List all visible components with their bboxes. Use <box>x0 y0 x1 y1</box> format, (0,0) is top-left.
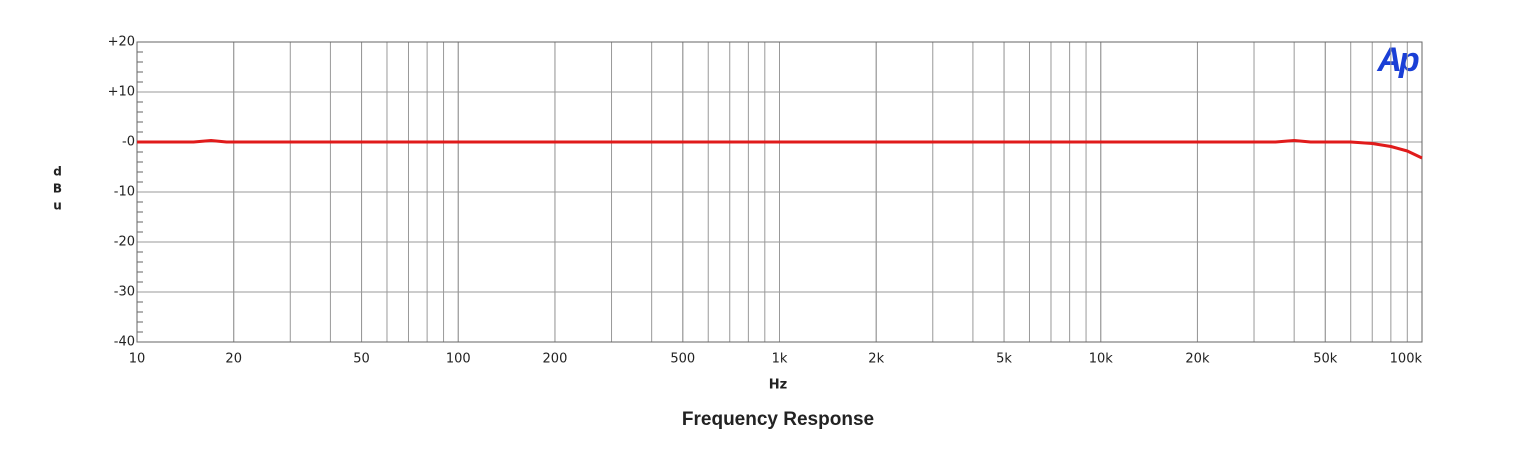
x-tick-label: 10k <box>1089 352 1114 367</box>
x-tick-label: 50 <box>353 352 370 367</box>
y-tick-label: -30 <box>114 285 135 300</box>
y-axis-label: dBu <box>51 165 65 216</box>
x-tick-label: 5k <box>996 352 1012 367</box>
y-tick-label: +20 <box>108 35 135 50</box>
x-tick-label: 2k <box>868 352 884 367</box>
x-tick-label: 20 <box>225 352 242 367</box>
y-tick-label: -10 <box>114 185 135 200</box>
y-tick-label: -20 <box>114 235 135 250</box>
x-tick-label: 10 <box>129 352 146 367</box>
y-tick-label: +10 <box>108 85 135 100</box>
x-tick-label: 20k <box>1185 352 1210 367</box>
plot-frame <box>136 41 1423 343</box>
x-tick-label: 100k <box>1390 352 1423 367</box>
logo: Ap <box>1376 41 1419 79</box>
data-line <box>137 139 1423 160</box>
x-tick-label: 1k <box>772 352 788 367</box>
x-tick-label: 500 <box>670 352 695 367</box>
y-tick-label: -40 <box>114 335 135 350</box>
chart-title: Frequency Response <box>682 409 874 430</box>
x-axis-label: Hz <box>769 378 787 393</box>
x-tick-label: 100 <box>446 352 471 367</box>
y-tick-label: -0 <box>122 135 135 150</box>
x-tick-label: 50k <box>1313 352 1338 367</box>
x-tick-label: 200 <box>543 352 568 367</box>
